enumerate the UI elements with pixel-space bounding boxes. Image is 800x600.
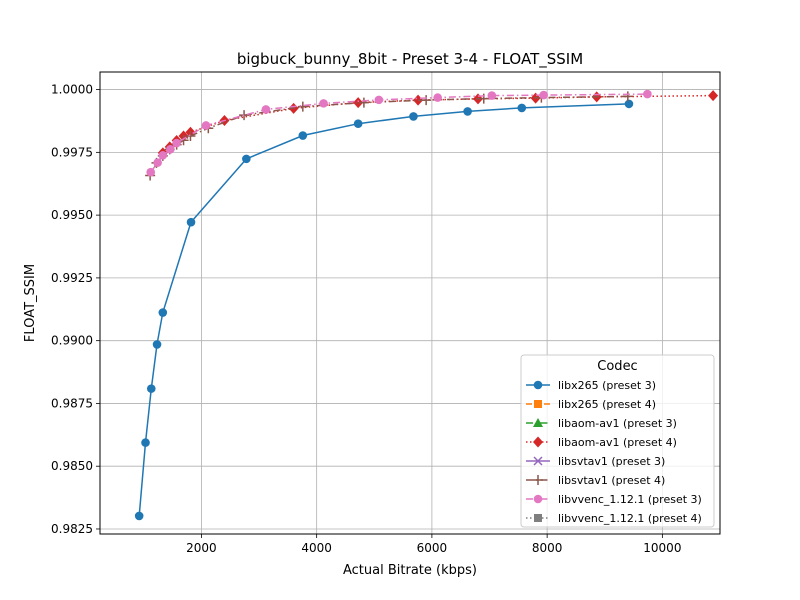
legend-entry: libx265 (preset 3)	[526, 379, 656, 392]
legend-label: libx265 (preset 3)	[558, 379, 656, 392]
legend-box	[520, 354, 715, 528]
y-tick-label: 0.9875	[51, 396, 93, 410]
y-tick-label: 0.9975	[51, 145, 93, 159]
y-tick-label: 0.9925	[51, 271, 93, 285]
data-point	[201, 121, 211, 130]
x-tick-label: 4000	[301, 541, 332, 555]
data-point	[297, 101, 308, 112]
data-point	[298, 131, 308, 140]
x-axis-label: Actual Bitrate (kbps)	[343, 563, 477, 578]
legend-marker	[534, 514, 542, 522]
legend-label: libsvtav1 (preset 4)	[558, 474, 665, 487]
data-point	[487, 91, 497, 100]
x-tick-label: 6000	[417, 541, 448, 555]
data-point	[134, 511, 144, 521]
legend-entries: libx265 (preset 3) libx265 (preset 4) liba…	[526, 379, 702, 525]
data-point	[261, 105, 271, 114]
legend-marker	[534, 400, 542, 408]
data-point	[165, 145, 175, 154]
data-point	[433, 93, 442, 102]
data-point	[186, 217, 196, 227]
legend-marker	[533, 380, 543, 390]
plot-frame	[99, 71, 721, 535]
data-point	[409, 112, 418, 121]
series-6	[146, 89, 652, 177]
legend-entry: libaom-av1 (preset 3)	[526, 417, 677, 430]
y-tick-label: 0.9900	[51, 334, 93, 348]
data-point	[622, 91, 633, 102]
y-axis-label: FLOAT_SSIM	[23, 264, 38, 342]
legend-label: libvvenc_1.12.1 (preset 3)	[558, 493, 702, 506]
legend-label: libvvenc_1.12.1 (preset 4)	[558, 512, 702, 525]
data-point	[141, 438, 150, 447]
ticks: 2000 4000 6000 8000 10000 0.9825 0.9850 0.9875 0…	[51, 83, 681, 555]
data-point	[708, 90, 719, 102]
y-tick-label: 1.0000	[51, 83, 93, 97]
data-point	[624, 99, 634, 109]
data-point	[146, 384, 156, 393]
legend-label: libaom-av1 (preset 4)	[558, 436, 677, 449]
data-point	[146, 167, 156, 177]
data-point	[158, 308, 168, 317]
data-point	[539, 90, 548, 100]
x-tick-label: 10000	[643, 541, 681, 555]
x-tick-label: 8000	[532, 541, 563, 555]
data-point	[185, 131, 196, 142]
legend-marker	[533, 418, 543, 427]
y-tick-label: 0.9950	[51, 208, 93, 222]
legend: Codec libx265 (preset 3)libx265 (preset …	[520, 354, 715, 528]
grid	[100, 72, 720, 534]
legend-entry: libaom-av1 (preset 4)	[526, 436, 677, 449]
y-tick-label: 0.9850	[51, 459, 93, 473]
data-point	[172, 138, 181, 148]
legend-entry: libsvtav1 (preset 3)	[526, 455, 665, 468]
data-point	[319, 99, 328, 108]
data-point	[463, 107, 472, 116]
x-tick-label: 2000	[186, 541, 217, 555]
data-point	[153, 158, 162, 167]
legend-label: libaom-av1 (preset 3)	[558, 417, 677, 430]
legend-entry: libx265 (preset 4)	[526, 398, 656, 411]
legend-label: libx265 (preset 4)	[558, 398, 656, 411]
data-point	[374, 95, 384, 105]
data-point	[353, 119, 363, 129]
legend-marker	[533, 436, 543, 448]
data-point	[358, 97, 369, 108]
legend-marker	[533, 494, 543, 504]
data-point	[242, 154, 251, 164]
legend-entry: libvvenc_1.12.1 (preset 4)	[526, 512, 702, 525]
data-point	[158, 151, 168, 160]
legend-title: Codec	[597, 359, 637, 374]
series-0	[134, 99, 634, 521]
series-layer	[134, 89, 719, 521]
data-point	[517, 103, 527, 113]
data-point	[152, 340, 162, 349]
legend-marker	[533, 456, 543, 466]
data-point	[643, 89, 652, 99]
legend-entry: libsvtav1 (preset 4)	[526, 474, 665, 487]
legend-label: libsvtav1 (preset 3)	[558, 455, 665, 468]
y-tick-label: 0.9825	[51, 522, 93, 536]
legend-entry: libvvenc_1.12.1 (preset 3)	[526, 493, 702, 506]
data-point	[353, 97, 364, 109]
data-point	[421, 95, 432, 106]
legend-marker	[533, 475, 543, 485]
chart-title: bigbuck_bunny_8bit - Preset 3-4 - FLOAT_…	[237, 50, 583, 69]
